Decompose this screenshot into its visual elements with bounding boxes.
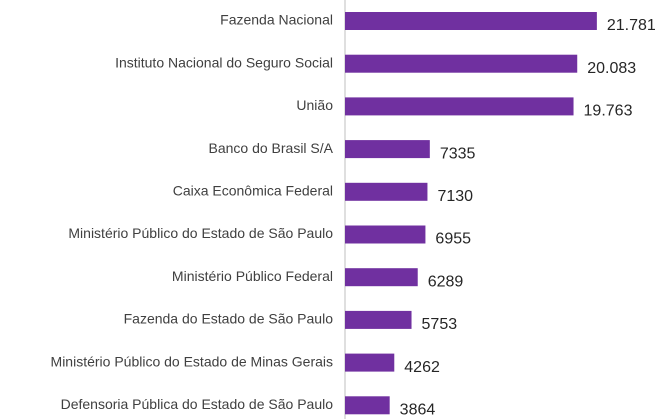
bar [345,396,390,415]
value-label: 5753 [422,316,458,333]
value-label: 6955 [435,231,471,248]
value-label: 6289 [428,273,464,290]
category-label: Caixa Econômica Federal [173,183,333,199]
category-label: Ministério Público do Estado de Minas Ge… [51,353,333,369]
value-label: 3864 [400,402,436,419]
value-label: 20.083 [587,60,636,77]
bar [345,97,574,116]
category-label: Defensoria Pública do Estado de São Paul… [61,396,334,412]
category-label: Fazenda do Estado de São Paulo [124,311,334,327]
value-label: 21.781 [607,17,656,34]
bar [345,225,426,244]
value-label: 4262 [404,359,440,376]
value-label: 7130 [437,188,473,205]
category-label: Instituto Nacional do Seguro Social [115,54,333,70]
bar [345,12,597,30]
bar [345,268,418,287]
value-label: 19.763 [584,103,633,120]
bar [345,54,578,73]
bar [345,182,428,201]
category-label: Banco do Brasil S/A [208,140,333,156]
category-label: União [296,97,333,113]
bar [345,310,412,329]
category-label: Fazenda Nacional [220,12,333,28]
bar [345,140,430,159]
value-label: 7335 [440,145,476,162]
bar [345,353,395,372]
category-label: Ministério Público do Estado de São Paul… [68,225,333,241]
category-label: Ministério Público Federal [172,268,333,284]
